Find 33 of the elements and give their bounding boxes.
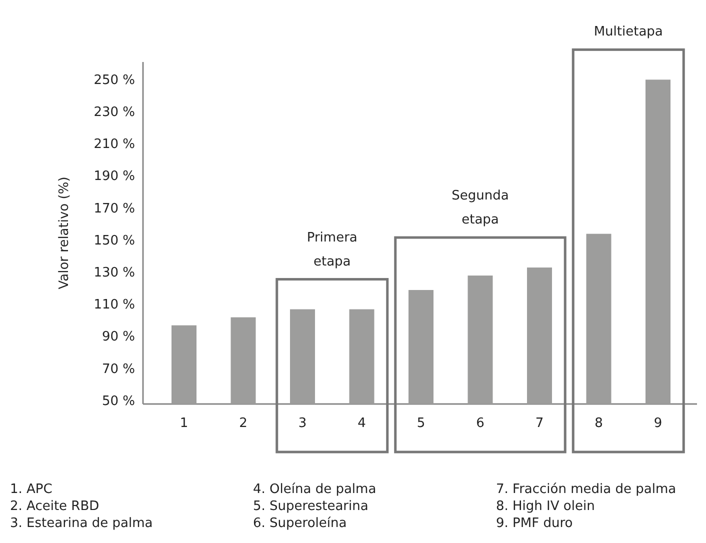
x-tick-label: 8 (594, 416, 603, 432)
annotation: Primera etapa (306, 230, 358, 270)
x-tick-label: 7 (535, 416, 544, 432)
y-tick-label: 230 % (94, 104, 135, 120)
text: 4. Oleína de palma (253, 482, 376, 497)
y-tick-label: 50 % (102, 394, 135, 409)
annotation: Segunda etapa (452, 188, 509, 228)
y-tick-label: 110 % (94, 298, 135, 313)
y-tick-label: 150 % (94, 233, 135, 248)
y-tick-label: 90 % (102, 330, 135, 345)
x-tick-label: 6 (476, 416, 484, 432)
y-tick-label: 170 % (94, 201, 135, 216)
text: 6. Superoleína (253, 516, 347, 531)
text: 2. Aceite RBD (10, 499, 100, 514)
x-tick-label: 9 (654, 416, 662, 432)
text: 3. Estearina de palma (10, 516, 153, 531)
y-tick-label: 190 % (94, 169, 135, 184)
y-tick-label: 250 % (94, 72, 135, 88)
text: 9. PMF duro (496, 516, 573, 531)
y-tick-label: 70 % (102, 362, 135, 377)
text: 5. Superestearina (253, 499, 368, 514)
y-tick-label: 210 % (94, 137, 135, 152)
x-tick-label: 1 (180, 416, 188, 432)
x-tick-label: 4 (358, 416, 366, 432)
text: 8. High IV olein (496, 499, 595, 514)
text: Multietapa (594, 24, 663, 40)
text: 7. Fracción media de palma (496, 482, 676, 497)
x-tick-label: 3 (298, 416, 307, 432)
y-tick-label: 130 % (94, 266, 135, 280)
x-tick-label: 5 (416, 416, 426, 432)
y-axis-title: Valor relativo (%) (57, 176, 72, 290)
text: 1. APC (10, 482, 52, 497)
x-tick-label: 2 (239, 416, 248, 432)
